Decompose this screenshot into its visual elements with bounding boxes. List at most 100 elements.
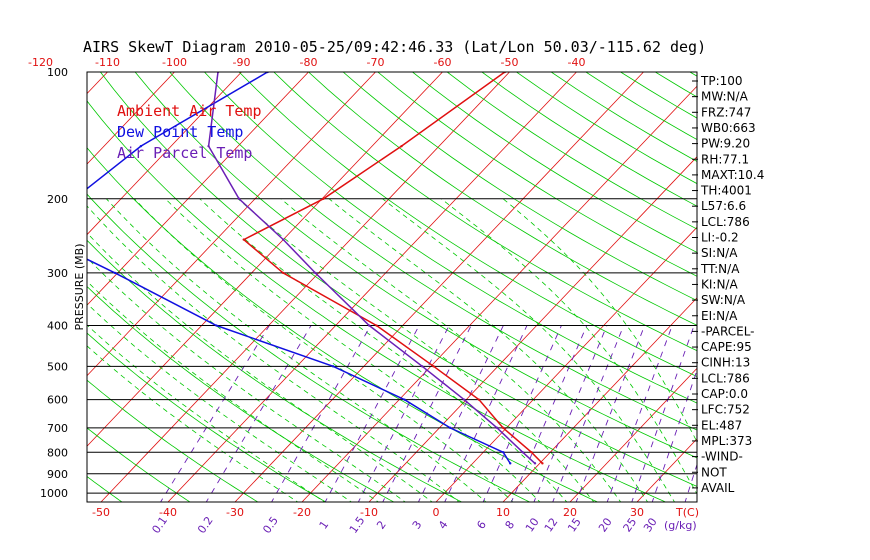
- bottom-temperature-tick-label: -30: [226, 506, 244, 519]
- mixing-ratio-line: [271, 325, 371, 502]
- series-line: [242, 72, 543, 464]
- series-point: [530, 451, 533, 454]
- index-label: MAXT:10.4: [701, 168, 764, 182]
- series-point: [46, 238, 48, 240]
- index-label: LCL:786: [701, 215, 750, 229]
- mixing-ratio-line: [382, 325, 472, 502]
- index-label: L57:6.6: [701, 199, 746, 213]
- series-point: [375, 324, 378, 327]
- top-temperature-tick-label: -70: [367, 56, 385, 69]
- isotherm: [167, 72, 577, 502]
- pressure-tick-label: 1000: [40, 487, 68, 500]
- bottom-temperature-axis: -50 -40 -30 -20 -10 0 10 20 30: [92, 506, 644, 519]
- index-label: LI:-0.2: [701, 231, 739, 245]
- index-label: SI:N/A: [701, 246, 738, 260]
- plot-area: [0, 72, 870, 504]
- moist-adiabat: [106, 198, 487, 502]
- dry-adiabat: [134, 72, 697, 459]
- pressure-axis: 100 200 300 400 500 600 700 800 900 1000: [40, 66, 68, 500]
- series-point: [533, 462, 537, 465]
- chart-title: AIRS SkewT Diagram 2010-05-25/09:42:46.3…: [83, 38, 706, 56]
- dry-adiabat: [759, 72, 870, 504]
- series-point: [403, 398, 406, 401]
- mixing-ratio-tick-label: 3: [410, 518, 425, 531]
- isotherm: [435, 226, 697, 502]
- pressure-tick-label: 600: [47, 394, 68, 407]
- bottom-temperature-tick-label: -10: [360, 506, 378, 519]
- isotherm: [502, 297, 697, 502]
- isotherm: [569, 367, 697, 502]
- mixing-ratio-line: [533, 325, 608, 502]
- moist-adiabat: [87, 345, 299, 502]
- pressure-tick-label: 300: [47, 267, 68, 280]
- moist-adiabat: [440, 198, 697, 495]
- series-line: [207, 72, 536, 464]
- mixing-ratio-line: [417, 325, 504, 502]
- top-temperature-tick-label: -90: [233, 56, 251, 69]
- index-label: SW:N/A: [701, 293, 746, 307]
- mixing-ratio-line: [631, 325, 695, 502]
- moist-adiabat: [87, 280, 380, 502]
- series-point: [367, 324, 371, 327]
- series-point: [242, 238, 245, 241]
- moist-adiabats: [87, 198, 697, 502]
- index-label: WB0:663: [701, 121, 756, 135]
- mixing-ratio-tick-label: 0.2: [195, 514, 216, 536]
- dry-adiabat: [377, 72, 697, 277]
- top-temperature-tick-label: -120: [28, 56, 53, 69]
- mixing-ratio-line: [482, 325, 562, 502]
- moist-adiabat: [87, 324, 326, 502]
- index-label: FRZ:747: [701, 105, 751, 119]
- moist-adiabat: [165, 198, 541, 502]
- y-axis-label: PRESSURE (MB): [73, 244, 86, 331]
- mixing-ratio-tick-label: 6: [474, 518, 489, 531]
- series-point: [139, 144, 143, 148]
- plot-frame: [86, 71, 698, 503]
- dry-adiabat: [0, 72, 56, 504]
- pressure-tick-label: 200: [47, 193, 68, 206]
- pressure-tick-label: 700: [47, 422, 68, 435]
- dry-adiabat: [204, 72, 697, 404]
- mixing-ratio-line: [552, 325, 625, 502]
- dry-adiabat: [342, 72, 697, 302]
- series-point: [400, 144, 403, 148]
- series-point: [432, 365, 435, 368]
- mixing-ratio-line: [575, 325, 646, 502]
- isotherm: [100, 72, 510, 502]
- isotherms: [0, 72, 870, 504]
- bottom-temperature-tick-label: -50: [92, 506, 110, 519]
- series-point: [113, 271, 117, 275]
- dry-adiabat: [863, 72, 870, 504]
- moist-adiabat: [87, 205, 460, 502]
- series-point: [477, 398, 481, 401]
- moist-adiabat: [199, 198, 568, 502]
- series-point: [448, 426, 452, 430]
- pressure-tick-label: 900: [47, 468, 68, 481]
- dry-adiabat: [794, 72, 870, 504]
- bottom-temperature-tick-label: -20: [293, 506, 311, 519]
- index-label: KI:N/A: [701, 277, 738, 291]
- pressure-tick-label: 500: [47, 360, 68, 373]
- isotherm: [87, 72, 108, 95]
- isotherm: [0, 72, 41, 504]
- series-point: [215, 324, 218, 327]
- series-point: [237, 197, 241, 200]
- moist-adiabat: [328, 198, 649, 502]
- isotherm: [836, 72, 870, 504]
- moist-adiabat: [237, 198, 595, 502]
- series-point: [509, 462, 512, 465]
- pressure-tick-label: 400: [47, 320, 68, 333]
- moist-adiabat: [87, 303, 353, 502]
- series-point: [331, 365, 335, 368]
- index-label: MW:N/A: [701, 90, 749, 104]
- series-point: [541, 462, 544, 465]
- dry-adiabat: [87, 475, 123, 502]
- mixing-ratio-tick-label: 10: [523, 516, 542, 535]
- moist-adiabat: [280, 198, 622, 502]
- mixing-ratio-line: [606, 325, 673, 502]
- bottom-temperature-tick-label: 30: [630, 506, 644, 519]
- dry-adiabat: [169, 72, 697, 431]
- series-point: [502, 451, 505, 454]
- bottom-temperature-tick-label: -40: [159, 506, 177, 519]
